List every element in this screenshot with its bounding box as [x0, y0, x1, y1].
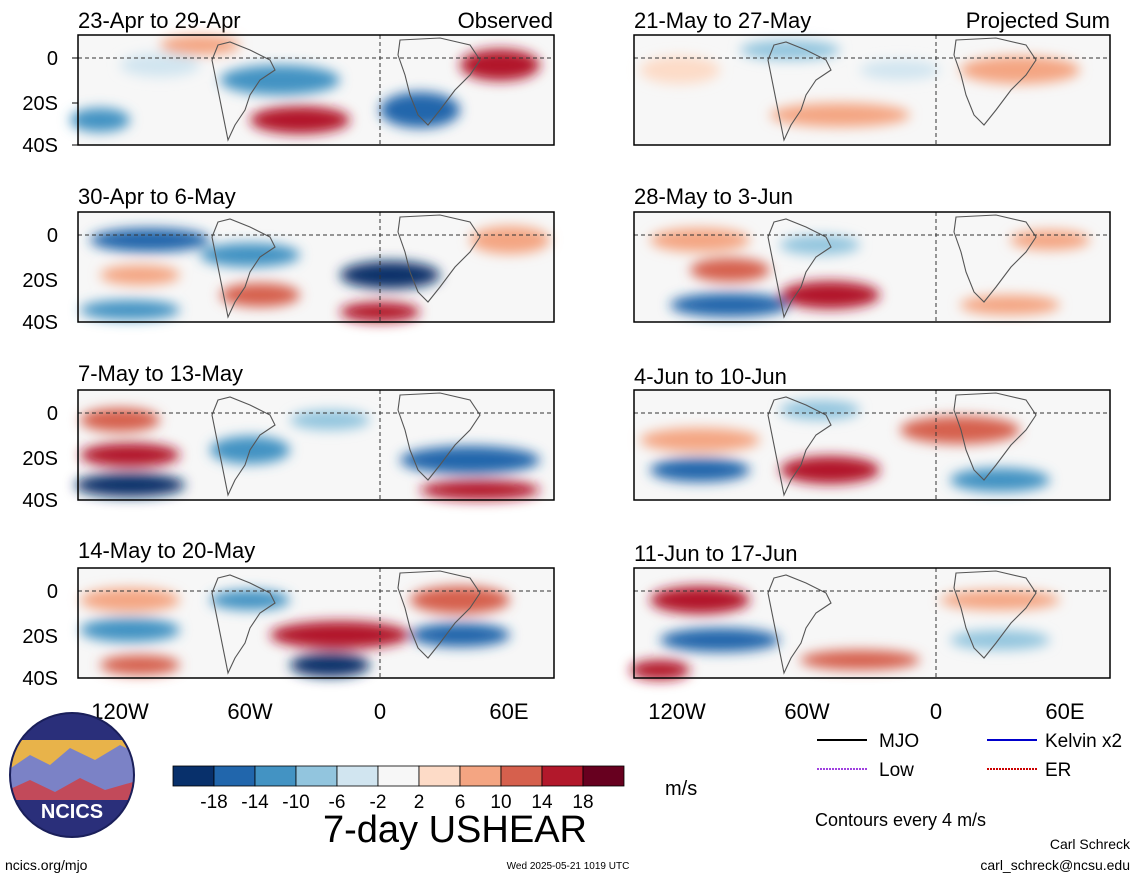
lat-label-40s: 40S	[22, 312, 58, 334]
footer-email: carl_schreck@ncsu.edu	[980, 857, 1130, 873]
coastlines	[767, 392, 1037, 497]
map-panel: 23-Apr to 29-Apr Observed	[22, 8, 555, 157]
lon-axis-right: 120W 60W 0 60E	[648, 699, 1084, 724]
colorbar-swatch	[418, 765, 461, 787]
footer-author: Carl Schreck	[1050, 836, 1131, 852]
lat-label-20s: 20S	[22, 270, 58, 292]
contour-note: Contours every 4 m/s	[815, 810, 986, 830]
shear-field	[78, 568, 554, 678]
legend-item-er: ER	[987, 760, 1071, 781]
panel-period-label: 30-Apr to 6-May	[78, 184, 236, 209]
shear-field	[70, 35, 554, 145]
map-panel: 14-May to 20-May	[22, 538, 555, 690]
lon-label-120w: 120W	[648, 699, 706, 724]
colorbar-swatch	[254, 765, 297, 787]
lon-label-60w: 60W	[784, 699, 829, 724]
lon-label-60e: 60E	[1045, 699, 1084, 724]
coastlines	[211, 37, 481, 142]
colorbar-tick-label: 18	[572, 792, 593, 813]
shear-field	[634, 390, 1110, 500]
lat-label-20s: 20S	[22, 448, 58, 470]
coastlines	[767, 570, 1037, 675]
legend-label: MJO	[879, 731, 919, 752]
coastlines	[767, 37, 1037, 142]
legend-item-kelvin: Kelvin x2	[987, 731, 1122, 752]
lat-label-20s: 20S	[22, 93, 58, 115]
map-panel: 11-Jun to 17-Jun	[630, 541, 1111, 680]
coastlines	[211, 214, 481, 319]
shear-field	[75, 390, 554, 500]
map-panel: 28-May to 3-Jun	[633, 184, 1111, 323]
lon-label-60w: 60W	[227, 699, 272, 724]
shear-field	[634, 212, 1110, 322]
panel-period-label: 21-May to 27-May	[634, 8, 811, 33]
coastlines	[211, 570, 481, 675]
lon-axis-left: 120W 60W 0 60E	[91, 699, 528, 724]
colorbar-tick-label: 6	[455, 792, 466, 813]
coastlines	[767, 214, 1037, 319]
lon-label-0: 0	[930, 699, 942, 724]
colorbar-swatch	[377, 765, 420, 787]
lat-label-0: 0	[47, 403, 58, 425]
panel-period-label: 4-Jun to 10-Jun	[634, 364, 787, 389]
map-panel: 21-May to 27-May Projected Sum	[633, 8, 1111, 146]
colorbar-tick-label: 14	[531, 792, 553, 813]
colorbar-swatch	[500, 765, 543, 787]
lon-label-60e: 60E	[489, 699, 528, 724]
panel-tag-label: Projected Sum	[966, 8, 1110, 33]
logo-text: NCICS	[41, 801, 103, 823]
legend-label: ER	[1045, 760, 1071, 781]
lat-label-0: 0	[47, 48, 58, 70]
lat-label-0: 0	[47, 225, 58, 247]
footer-timestamp: Wed 2025-05-21 1019 UTC	[507, 861, 630, 872]
legend-label: Kelvin x2	[1045, 731, 1122, 752]
shear-field	[78, 212, 554, 322]
shear-field	[634, 35, 1110, 145]
colorbar-tick-label: -14	[241, 792, 269, 813]
colorbar-swatch	[295, 765, 338, 787]
legend-item-mjo: MJO	[817, 731, 919, 752]
lat-label-0: 0	[47, 581, 58, 603]
panel-period-label: 7-May to 13-May	[78, 361, 243, 386]
panel-period-label: 23-Apr to 29-Apr	[78, 8, 241, 33]
lat-label-40s: 40S	[22, 135, 58, 157]
colorbar-swatch	[541, 765, 584, 787]
colorbar-tick-label: -2	[370, 792, 387, 813]
colorbar: -18 -14 -10 -6 -2 2 6 10 14 18	[172, 765, 625, 813]
colorbar-swatch	[582, 765, 625, 787]
lat-label-40s: 40S	[22, 490, 58, 512]
legend-item-low: Low	[817, 760, 914, 781]
shear-field	[630, 568, 1110, 680]
map-panels: 23-Apr to 29-Apr Observed	[22, 8, 1111, 690]
coastlines	[211, 392, 481, 497]
colorbar-swatch	[172, 765, 215, 787]
footer-site: ncics.org/mjo	[5, 857, 88, 873]
panel-period-label: 11-Jun to 17-Jun	[634, 541, 797, 566]
map-panel: 30-Apr to 6-May	[22, 184, 555, 334]
panel-period-label: 14-May to 20-May	[78, 538, 255, 563]
legend-label: Low	[879, 760, 914, 781]
panel-tag-label: Observed	[458, 8, 553, 33]
colorbar-tick-label: 10	[490, 792, 511, 813]
colorbar-tick-label: -6	[329, 792, 346, 813]
colorbar-units: m/s	[665, 778, 697, 800]
colorbar-swatch	[459, 765, 502, 787]
panel-period-label: 28-May to 3-Jun	[634, 184, 793, 209]
colorbar-tick-label: -18	[200, 792, 227, 813]
lon-label-0: 0	[374, 699, 386, 724]
map-panel: 7-May to 13-May 0	[22, 361, 555, 512]
colorbar-tick-label: 2	[414, 792, 425, 813]
colorbar-tick-label: -10	[282, 792, 309, 813]
colorbar-swatch	[336, 765, 379, 787]
colorbar-swatch	[213, 765, 256, 787]
lat-label-40s: 40S	[22, 668, 58, 690]
figure-title: 7-day USHEAR	[323, 809, 587, 851]
map-panel: 4-Jun to 10-Jun	[633, 364, 1111, 501]
legend: MJO Kelvin x2 Low ER Contours every 4 m/…	[815, 731, 1122, 830]
lat-label-20s: 20S	[22, 626, 58, 648]
